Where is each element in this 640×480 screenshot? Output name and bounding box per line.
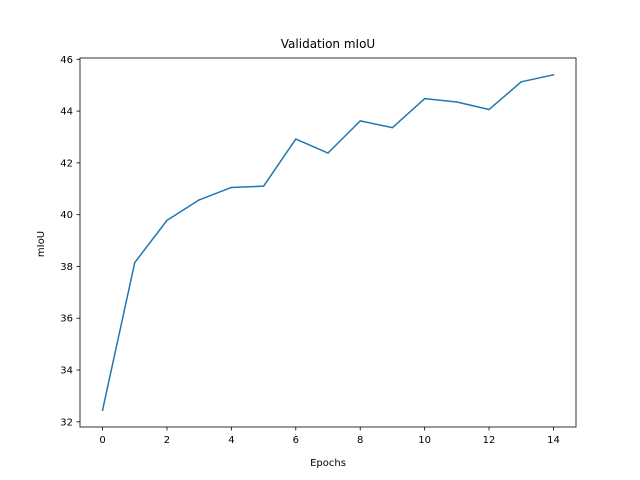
data-point: [423, 97, 426, 100]
data-point: [230, 186, 233, 189]
y-tick-label: 38: [60, 262, 73, 273]
y-tick-label: 36: [60, 314, 73, 325]
x-tick-label: 2: [164, 435, 170, 446]
data-point: [456, 101, 458, 103]
x-tick-label: 6: [293, 435, 299, 446]
y-tick-label: 42: [60, 158, 73, 169]
x-tick-label: 12: [483, 435, 496, 446]
x-axis-label: Epochs: [310, 458, 346, 469]
x-tick-label: 0: [99, 435, 105, 446]
data-point: [359, 120, 361, 122]
data-point: [520, 81, 522, 83]
y-tick-label: 44: [60, 107, 73, 118]
chart-title: Validation mIoU: [281, 37, 375, 51]
axes-frame: [79, 57, 577, 428]
y-axis-label: mIoU: [36, 231, 47, 257]
y-tick-label: 40: [60, 210, 73, 221]
x-tick-label: 4: [228, 435, 234, 446]
x-tick-label: 10: [418, 435, 431, 446]
data-point: [198, 199, 200, 201]
data-point: [262, 185, 265, 187]
data-point: [327, 152, 329, 154]
x-tick-label: 14: [547, 435, 560, 446]
y-tick-label: 46: [60, 55, 73, 66]
data-point: [166, 219, 168, 222]
data-point: [295, 138, 297, 140]
data-point: [134, 261, 136, 264]
data-point: [552, 74, 555, 76]
data-point: [101, 409, 104, 411]
data-point: [488, 108, 490, 111]
y-tick-label: 34: [60, 366, 73, 377]
x-tick-label: 8: [357, 435, 363, 446]
data-point: [391, 126, 394, 129]
y-tick-label: 32: [60, 417, 73, 428]
